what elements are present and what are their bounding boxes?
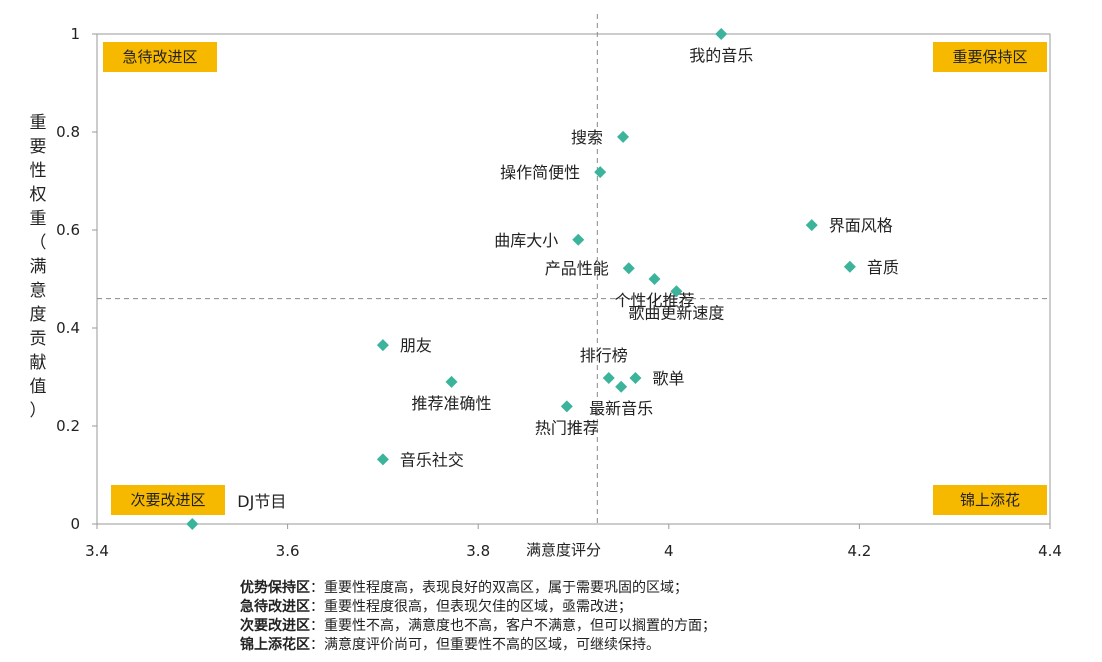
y-axis-title: 重要性权重（满意度贡献值） [30,113,47,421]
quadrant-label: 次要改进区 [130,491,205,509]
data-point-label: 产品性能 [545,259,609,278]
data-point-label: 推荐准确性 [412,394,492,413]
data-point-label: 曲库大小 [494,231,558,250]
quadrant-legend: 优势保持区：重要性程度高，表现良好的双高区，属于需要巩固的区域； 急待改进区：重… [240,579,716,655]
data-point [376,453,389,466]
scatter-chart: 3.4 3.6 3.8 4 4.2 4.4 0 0.2 0.4 0.6 0.8 1 急待改进区 重要保持区… [30,14,1062,560]
quadrant-label: 急待改进区 [122,48,197,66]
data-point [594,166,607,179]
data-point-label: 个性化推荐 [614,291,694,310]
data-point [376,339,389,352]
legend-name: 次要改进区 [240,618,310,634]
data-point-label: 搜索 [571,128,603,147]
legend-row: 优势保持区：重要性程度高，表现良好的双高区，属于需要巩固的区域； [240,579,716,598]
data-point [617,130,630,143]
quadrant-label-box [933,485,1047,515]
y-tick-label: 0.6 [56,221,80,239]
x-tick-label: 4.2 [847,542,871,560]
y-tick-label: 0 [70,515,80,533]
x-tick-label: 3.6 [276,542,300,560]
data-point [805,219,818,232]
legend-name: 锦上添花区 [240,637,310,653]
legend-name: 优势保持区 [240,580,310,596]
legend-desc: ：重要性不高，满意度也不高，客户不满意，但可以搁置的方面； [310,618,716,634]
legend-name: 急待改进区 [240,599,310,615]
data-point-label: 最新音乐 [589,399,653,418]
x-axis-title: 满意度评分 [526,541,601,559]
data-point-label: 热门推荐 [535,418,599,437]
data-point-label: 界面风格 [829,216,893,235]
data-point [186,518,199,530]
data-point [670,285,683,298]
legend-desc: ：重要性程度高，表现良好的双高区，属于需要巩固的区域； [310,580,688,596]
data-point [715,28,728,40]
data-point-label: 音乐社交 [400,450,464,469]
y-tick-label: 0.4 [56,319,80,337]
data-point [572,233,585,246]
data-point [843,260,856,273]
x-tick-label: 3.4 [85,542,109,560]
data-point [560,400,573,413]
x-tick-label: 3.8 [466,542,490,560]
plot-frame [96,33,1051,525]
quadrant-label-box [933,42,1047,72]
data-point [648,273,661,285]
data-point [622,262,635,275]
y-tick-label: 0.8 [56,123,80,141]
data-point-label: 我的音乐 [689,46,753,65]
data-point [445,375,458,388]
data-point-label: 朋友 [400,336,432,355]
data-point-label: 操作简便性 [500,163,580,182]
data-point-label: 歌曲更新速度 [628,303,724,322]
legend-row: 锦上添花区：满意度评价尚可，但重要性不高的区域，可继续保持。 [240,636,716,655]
y-tick-label: 0.2 [56,417,80,435]
quadrant-label-box [103,42,217,72]
legend-desc: ：重要性程度很高，但表现欠佳的区域，亟需改进； [310,599,632,615]
x-tick-label: 4 [664,542,674,560]
data-point [629,371,642,384]
legend-desc: ：满意度评价尚可，但重要性不高的区域，可继续保持。 [310,637,660,653]
x-tick-label: 4.4 [1038,542,1062,560]
data-point [615,380,628,393]
quadrant-label: 重要保持区 [952,48,1027,66]
data-point-label: 排行榜 [580,346,628,365]
legend-row: 次要改进区：重要性不高，满意度也不高，客户不满意，但可以搁置的方面； [240,617,716,636]
quadrant-label: 锦上添花 [960,491,1020,509]
legend-row: 急待改进区：重要性程度很高，但表现欠佳的区域，亟需改进； [240,598,716,617]
y-tick-label: 1 [70,25,80,43]
quadrant-label-box [111,485,225,515]
data-point-label: DJ节目 [237,492,286,511]
data-point [602,371,615,384]
data-point-label: 音质 [867,258,899,277]
data-point-label: 歌单 [652,369,684,388]
